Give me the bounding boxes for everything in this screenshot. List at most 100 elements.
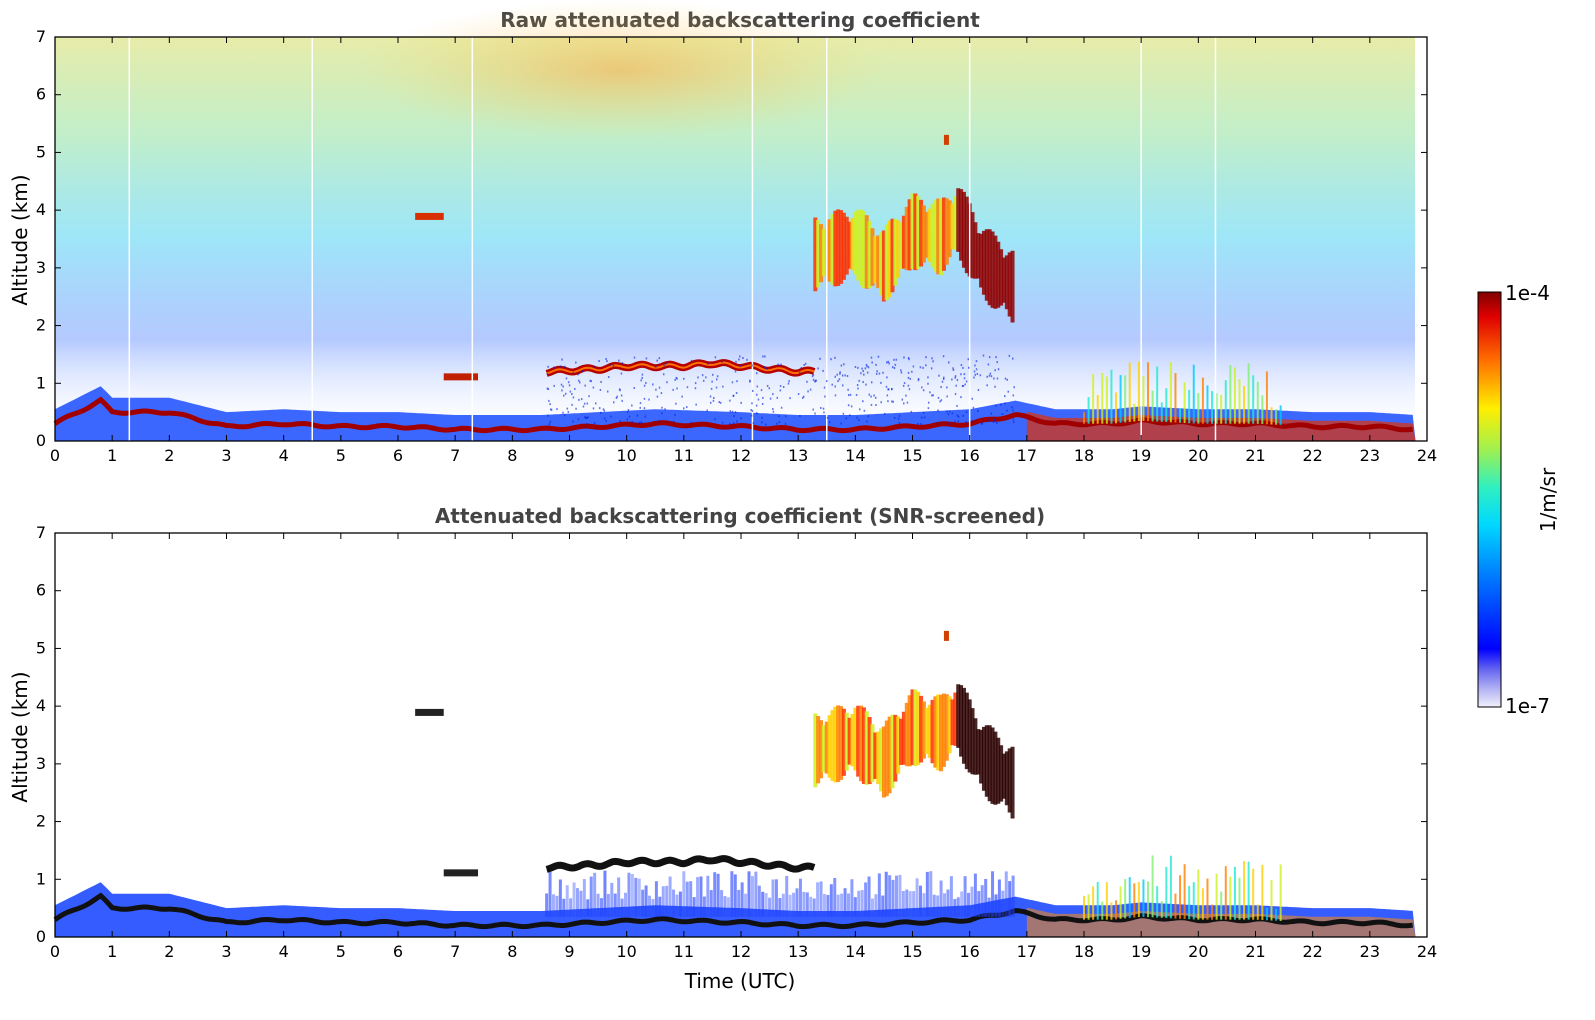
noise-speckle bbox=[751, 402, 753, 405]
noise-speckle bbox=[777, 363, 779, 366]
y-tick-label: 7 bbox=[36, 523, 46, 542]
noise-speckle bbox=[862, 400, 864, 403]
noise-speckle bbox=[602, 408, 605, 411]
noise-speckle bbox=[834, 385, 836, 388]
noise-speckle bbox=[1007, 390, 1010, 393]
noise-speckle bbox=[876, 370, 878, 373]
noise-speckle bbox=[587, 416, 589, 419]
noise-speckle bbox=[663, 364, 665, 367]
x-tick-label: 9 bbox=[564, 446, 574, 465]
noise-speckle bbox=[639, 406, 641, 409]
noise-speckle bbox=[776, 396, 779, 399]
noise-speckle bbox=[803, 364, 805, 367]
noise-speckle bbox=[548, 423, 551, 426]
noise-speckle bbox=[837, 380, 839, 383]
noise-speckle bbox=[873, 394, 875, 397]
noise-speckle bbox=[641, 376, 643, 379]
x-tick-label: 2 bbox=[164, 446, 174, 465]
noise-speckle bbox=[672, 388, 674, 391]
noise-speckle bbox=[900, 369, 902, 372]
noise-speckle bbox=[674, 378, 676, 381]
noise-speckle bbox=[695, 403, 697, 406]
noise-speckle bbox=[986, 375, 988, 378]
x-tick-label: 15 bbox=[902, 942, 922, 961]
noise-speckle bbox=[947, 422, 949, 425]
noise-speckle bbox=[584, 416, 586, 419]
noise-speckle bbox=[615, 396, 618, 399]
noise-speckle bbox=[847, 388, 849, 391]
noise-speckle bbox=[660, 392, 663, 395]
noise-speckle bbox=[922, 411, 925, 414]
noise-speckle bbox=[583, 402, 586, 405]
raw-y-axis-label: Altitude (km) bbox=[8, 174, 32, 305]
noise-speckle bbox=[860, 372, 862, 375]
noise-speckle bbox=[1001, 413, 1004, 416]
noise-speckle bbox=[895, 358, 898, 361]
y-tick-label: 4 bbox=[36, 200, 46, 219]
noise-speckle bbox=[676, 387, 678, 390]
raw-panel: Raw attenuated backscattering coefficien… bbox=[8, 0, 1437, 465]
noise-speckle bbox=[823, 411, 825, 414]
noise-speckle bbox=[772, 410, 775, 413]
noise-speckle bbox=[546, 387, 549, 390]
screened-panel-title: Attenuated backscattering coefficient (S… bbox=[435, 504, 1045, 528]
noise-speckle bbox=[627, 408, 630, 411]
noise-speckle bbox=[707, 362, 709, 365]
noise-speckle bbox=[636, 414, 639, 417]
x-tick-label: 24 bbox=[1417, 446, 1437, 465]
noise-speckle bbox=[732, 394, 735, 397]
noise-speckle bbox=[799, 414, 801, 417]
noise-speckle bbox=[740, 417, 742, 420]
noise-speckle bbox=[954, 420, 956, 423]
noise-speckle bbox=[690, 421, 692, 424]
noise-speckle bbox=[606, 390, 609, 393]
noise-speckle bbox=[1004, 377, 1007, 380]
noise-speckle bbox=[802, 395, 805, 398]
noise-speckle bbox=[982, 354, 985, 357]
noise-speckle bbox=[674, 413, 676, 416]
noise-speckle bbox=[929, 391, 931, 394]
noise-speckle bbox=[746, 358, 748, 361]
noise-speckle bbox=[843, 363, 845, 366]
noise-speckle bbox=[633, 356, 636, 359]
noise-speckle bbox=[859, 408, 861, 411]
noise-speckle bbox=[592, 407, 595, 410]
noise-speckle bbox=[589, 379, 591, 382]
noise-speckle bbox=[1012, 394, 1015, 397]
noise-speckle bbox=[800, 366, 803, 369]
noise-speckle bbox=[595, 402, 597, 405]
colorbar-unit-label: 1/m/sr bbox=[1536, 467, 1560, 532]
noise-speckle bbox=[840, 364, 843, 367]
noise-speckle bbox=[751, 364, 753, 367]
noise-speckle bbox=[565, 377, 568, 380]
noise-speckle bbox=[893, 367, 896, 370]
noise-speckle bbox=[787, 382, 790, 385]
noise-speckle bbox=[654, 365, 657, 368]
noise-speckle bbox=[839, 371, 841, 374]
noise-speckle bbox=[908, 388, 911, 391]
noise-speckle bbox=[908, 358, 910, 361]
noise-speckle bbox=[834, 375, 837, 378]
noise-speckle bbox=[569, 390, 572, 393]
noise-speckle bbox=[882, 371, 884, 374]
x-tick-label: 6 bbox=[393, 942, 403, 961]
noise-speckle bbox=[788, 380, 790, 383]
noise-speckle bbox=[600, 411, 602, 414]
noise-speckle bbox=[907, 371, 910, 374]
noise-speckle bbox=[567, 381, 570, 384]
noise-speckle bbox=[1012, 409, 1014, 412]
noise-speckle bbox=[812, 408, 814, 411]
noise-speckle bbox=[714, 356, 717, 359]
raw-y-ticks: 0 1 2 3 4 5 6 7 bbox=[36, 27, 1427, 450]
noise-speckle bbox=[631, 404, 633, 407]
noise-speckle bbox=[616, 395, 618, 398]
noise-speckle bbox=[755, 404, 758, 407]
noise-speckle bbox=[954, 375, 957, 378]
noise-speckle bbox=[894, 363, 897, 366]
noise-speckle bbox=[806, 380, 808, 383]
x-tick-label: 10 bbox=[616, 446, 636, 465]
noise-speckle bbox=[1008, 354, 1011, 357]
noise-speckle bbox=[931, 394, 933, 397]
noise-speckle bbox=[963, 373, 966, 376]
